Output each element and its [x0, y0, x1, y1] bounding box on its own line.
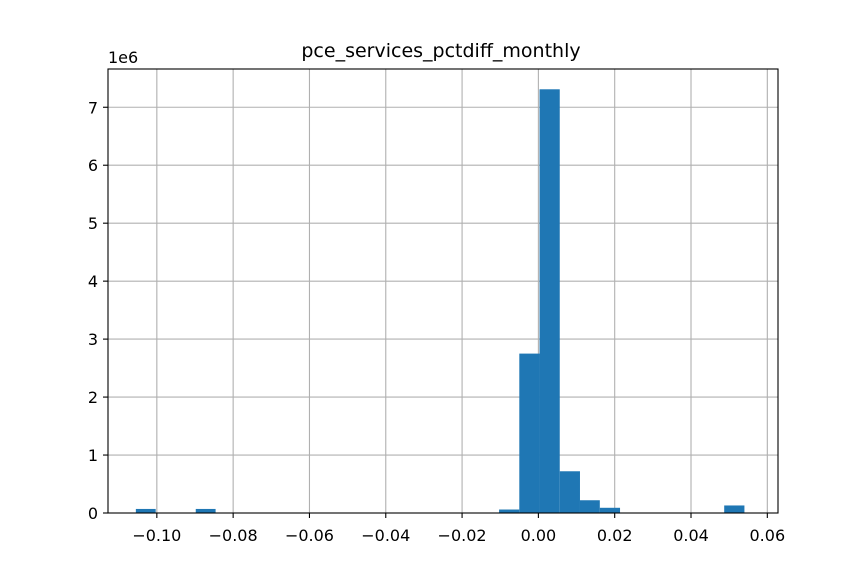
x-tick-label: 0.02: [597, 526, 633, 545]
grid-lines: [108, 69, 778, 514]
histogram-bar: [499, 509, 520, 513]
y-tick-label: 4: [88, 272, 98, 291]
plot-frame: [107, 68, 779, 514]
histogram-bar: [519, 353, 540, 513]
x-tick-label: 0.00: [521, 526, 557, 545]
x-tick-label: −0.10: [132, 526, 181, 545]
y-tick-label: 5: [88, 214, 98, 233]
histogram-bar: [135, 508, 156, 513]
y-tick-label: 7: [88, 98, 98, 117]
x-tick-label: 0.06: [750, 526, 786, 545]
y-tick-label: 0: [88, 504, 98, 523]
x-tick-label: −0.04: [361, 526, 410, 545]
x-tick-label: −0.06: [285, 526, 334, 545]
x-tick-label: −0.02: [438, 526, 487, 545]
axes: −0.10 −0.08 −0.06 −0.04 −0.02 0.00 0.02 0.04 0.0…: [88, 68, 786, 545]
histogram-bar: [195, 508, 216, 513]
y-axis-offset-label: 1e6: [108, 48, 138, 67]
y-tick-label: 1: [88, 446, 98, 465]
histogram-bar: [724, 505, 745, 513]
y-tick-label: 3: [88, 330, 98, 349]
histogram-bar: [579, 500, 600, 513]
histogram-bar: [559, 471, 580, 513]
x-tick-label: −0.08: [209, 526, 258, 545]
histogram-bar: [599, 507, 621, 513]
histogram-bar: [539, 89, 560, 514]
x-tick-label: 0.04: [673, 526, 709, 545]
y-tick-label: 2: [88, 388, 98, 407]
histogram-bars: [135, 89, 745, 514]
y-tick-label: 6: [88, 156, 98, 175]
chart-title: pce_services_pctdiff_monthly: [301, 40, 580, 62]
